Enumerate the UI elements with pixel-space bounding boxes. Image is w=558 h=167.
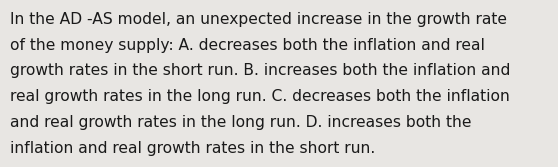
Text: of the money supply: A. decreases both the inflation and real: of the money supply: A. decreases both t… [10, 38, 485, 53]
Text: In the AD -AS model, an unexpected increase in the growth rate: In the AD -AS model, an unexpected incre… [10, 12, 507, 27]
Text: and real growth rates in the long run. D. increases both the: and real growth rates in the long run. D… [10, 115, 472, 130]
Text: growth rates in the short run. B. increases both the inflation and: growth rates in the short run. B. increa… [10, 63, 511, 78]
Text: inflation and real growth rates in the short run.: inflation and real growth rates in the s… [10, 141, 376, 156]
Text: real growth rates in the long run. C. decreases both the inflation: real growth rates in the long run. C. de… [10, 89, 510, 104]
